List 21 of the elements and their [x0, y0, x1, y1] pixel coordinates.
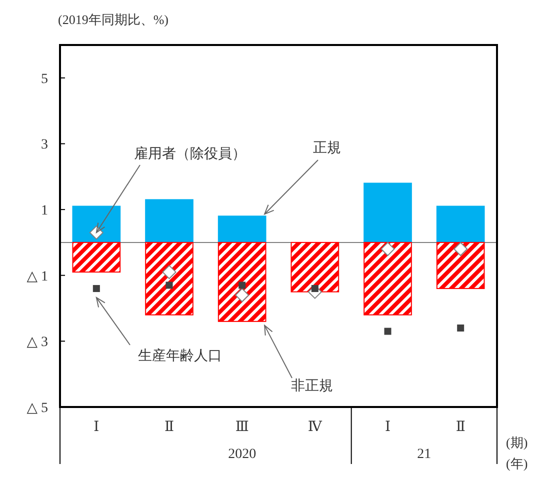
x-tick-label: Ⅰ	[384, 420, 391, 435]
x-tick-label: Ⅱ	[456, 420, 466, 435]
y-tick-label: △ 1	[26, 269, 48, 284]
y-tick-label: △ 3	[26, 335, 48, 350]
y-axis-title: (2019年同期比、%)	[58, 12, 168, 27]
y-tick-label: 5	[41, 72, 48, 87]
x-tick-label: Ⅱ	[164, 420, 174, 435]
text: 正規	[313, 140, 341, 156]
x-tick-label: Ⅲ	[235, 420, 249, 435]
text: 非正規	[291, 378, 333, 394]
text: 2020	[228, 447, 256, 462]
text: 雇用者（除役員）	[134, 146, 246, 162]
text: 21	[417, 447, 432, 462]
y-tick-label: △ 5	[26, 401, 48, 416]
text: (年)	[506, 456, 528, 471]
x-tick-label: Ⅳ	[308, 420, 323, 435]
text: (期)	[506, 435, 528, 450]
x-tick-label: Ⅰ	[94, 420, 100, 435]
y-tick-label: 1	[41, 204, 48, 219]
text: 生産年齢人口	[138, 348, 222, 364]
y-tick-label: 3	[41, 138, 48, 153]
